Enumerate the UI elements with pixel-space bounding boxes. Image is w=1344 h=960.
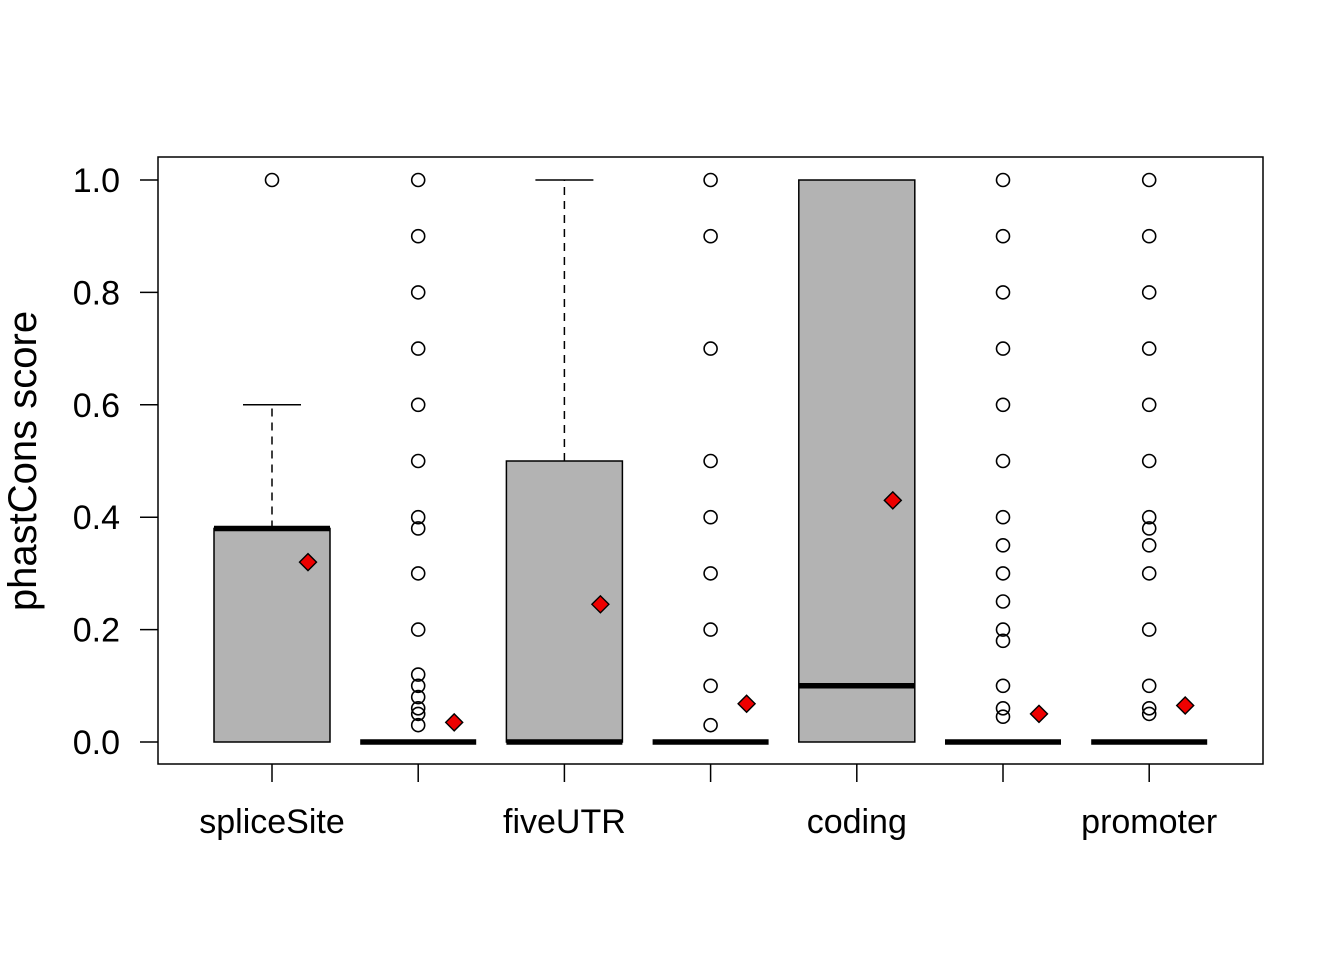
- outlier-point: [1141, 453, 1157, 469]
- outlier-point: [264, 172, 280, 188]
- outlier-point: [410, 689, 426, 705]
- mean-marker: [1175, 695, 1195, 715]
- box-body: [798, 179, 916, 743]
- outlier-point: [995, 700, 1011, 716]
- outlier-point: [410, 453, 426, 469]
- outlier-point: [410, 717, 426, 733]
- x-tick-label: fiveUTR: [503, 803, 626, 841]
- outlier-point: [410, 678, 426, 694]
- outlier-point: [995, 341, 1011, 356]
- outlier-point: [995, 622, 1011, 637]
- outlier-point: [703, 717, 718, 733]
- outlier-point: [1141, 678, 1157, 694]
- mean-marker: [444, 712, 464, 732]
- mean-marker: [1029, 704, 1049, 724]
- outlier-point: [703, 172, 718, 188]
- outlier-point: [410, 285, 426, 300]
- outlier-point: [1141, 521, 1157, 536]
- outlier-point: [410, 706, 426, 722]
- y-tick-label: 1.0: [73, 162, 120, 200]
- y-tick-label: 0.8: [73, 274, 120, 312]
- y-tick-label: 0.0: [73, 724, 120, 762]
- mean-marker: [737, 694, 757, 714]
- outlier-point: [703, 341, 718, 356]
- outlier-point: [410, 397, 426, 413]
- y-axis-label: phastCons score: [1, 311, 45, 611]
- outlier-point: [1141, 537, 1157, 553]
- outlier-point: [995, 172, 1011, 188]
- outlier-point: [1141, 622, 1157, 637]
- y-tick-label: 0.2: [73, 612, 120, 650]
- outlier-point: [1141, 341, 1157, 356]
- outlier-point: [1141, 285, 1157, 300]
- outlier-point: [995, 453, 1011, 469]
- outlier-point: [1141, 509, 1157, 525]
- outlier-point: [703, 566, 718, 581]
- outlier-point: [1141, 397, 1157, 413]
- outlier-point: [995, 594, 1011, 609]
- outlier-point: [995, 537, 1011, 553]
- outlier-point: [995, 633, 1011, 649]
- outlier-point: [1141, 706, 1157, 722]
- outlier-point: [1141, 172, 1157, 188]
- outlier-point: [995, 709, 1011, 725]
- plot-area: 0.0 0.2 0.4 0.6 0.8 1.0 spliceSite fiveUTR codin…: [73, 156, 1264, 841]
- outlier-point: [1141, 700, 1157, 716]
- outlier-point: [410, 521, 426, 536]
- outlier-point: [995, 509, 1011, 525]
- mean-marker: [590, 594, 610, 614]
- outlier-point: [703, 509, 718, 525]
- y-tick-label: 0.4: [73, 499, 120, 537]
- y-tick-label: 0.6: [73, 387, 120, 425]
- outlier-point: [410, 341, 426, 356]
- outlier-point: [410, 667, 426, 682]
- x-tick-label: spliceSite: [199, 803, 345, 841]
- outlier-point: [410, 700, 426, 716]
- mean-marker: [883, 490, 903, 510]
- x-tick-label: coding: [807, 803, 907, 841]
- outlier-point: [410, 509, 426, 525]
- mean-marker: [298, 552, 318, 572]
- outlier-point: [995, 285, 1011, 300]
- outlier-point: [410, 172, 426, 188]
- outlier-point: [410, 566, 426, 581]
- outlier-point: [410, 228, 426, 244]
- outlier-point: [1141, 228, 1157, 244]
- outlier-point: [703, 228, 718, 244]
- outlier-point: [995, 397, 1011, 413]
- outlier-point: [995, 228, 1011, 244]
- outlier-point: [995, 678, 1011, 694]
- outlier-point: [703, 453, 718, 469]
- outlier-point: [1141, 566, 1157, 581]
- outlier-point: [703, 622, 718, 637]
- outlier-point: [410, 622, 426, 637]
- outlier-point: [995, 566, 1011, 581]
- x-tick-label: promoter: [1081, 803, 1217, 841]
- outlier-point: [703, 678, 718, 694]
